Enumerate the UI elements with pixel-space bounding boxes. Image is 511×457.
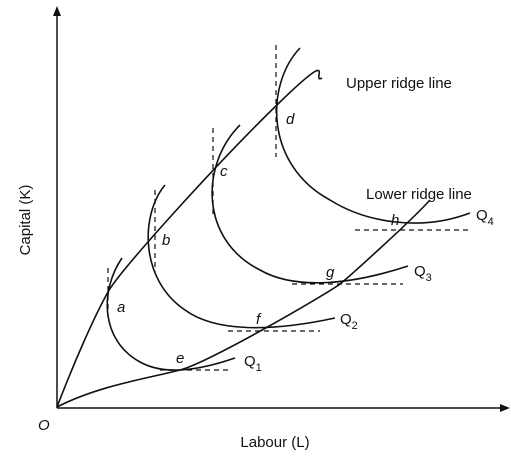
isoquant — [211, 124, 409, 284]
y-arrow — [53, 6, 61, 16]
origin-label: O — [38, 417, 50, 434]
isoquant-label: Q3 — [414, 263, 432, 284]
isoquant-sub: 4 — [488, 216, 494, 228]
isoquant-sub: 2 — [352, 320, 358, 332]
isoquant-letter: Q — [414, 263, 426, 280]
point-label: b — [162, 232, 170, 249]
isoquant — [147, 184, 336, 329]
isoquant-sub: 3 — [426, 272, 432, 284]
x-axis-label: Labour (L) — [240, 434, 309, 451]
upper-ridge-line — [56, 69, 323, 408]
isoquant-sub: 1 — [256, 362, 262, 374]
lower-ridge-line — [56, 199, 431, 408]
point-label: f — [256, 311, 262, 328]
point-label: a — [117, 299, 125, 316]
isoquant — [275, 47, 471, 224]
x-arrow — [500, 404, 510, 412]
lower-ridge-label: Lower ridge line — [366, 186, 472, 203]
isoquant-label: Q2 — [340, 311, 358, 332]
upper-ridge-label: Upper ridge line — [346, 75, 452, 92]
isoquant-letter: Q — [244, 353, 256, 370]
y-axis-label: Capital (K) — [17, 185, 34, 256]
isoquant-label: Q4 — [476, 207, 494, 228]
point-label: e — [176, 350, 184, 367]
isoquant — [106, 257, 236, 371]
isoquant-letter: Q — [476, 207, 488, 224]
point-label: d — [286, 111, 295, 128]
isoquant-label: Q1 — [244, 353, 262, 374]
point-label: g — [326, 264, 335, 281]
point-label: h — [391, 212, 399, 229]
point-label: c — [220, 163, 228, 180]
isoquant-letter: Q — [340, 311, 352, 328]
